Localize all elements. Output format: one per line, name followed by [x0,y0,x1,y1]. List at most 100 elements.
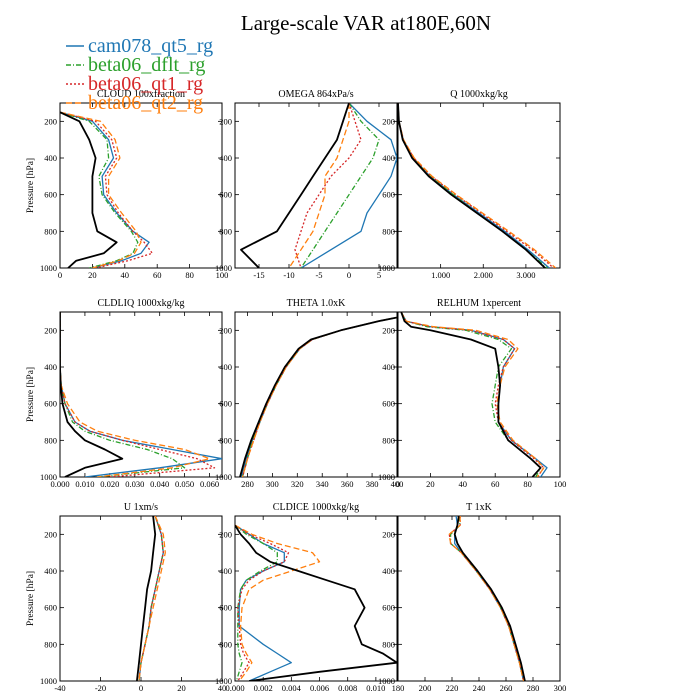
series-line-reference [400,312,542,477]
series-line-beta06_qt2_rg [288,103,350,268]
plot-frame [397,515,561,682]
series-line-cam078_qt5_rg [398,103,550,268]
x-tick-label: 0.010 [75,479,94,489]
y-tick-label: 1000 [378,472,395,482]
y-tick-label: 800 [219,435,232,445]
series-line-reference [235,524,397,681]
panel-title: RELHUM 1xpercent [437,298,521,309]
y-tick-label: 400 [219,566,232,576]
series-line-beta06_dflt_rg [60,312,186,477]
x-tick-label: 0.002 [254,683,273,693]
series-line-beta06_qt2_rg [60,312,211,477]
x-tick-label: 20 [177,683,186,693]
legend-label: beta06_dflt_rg [88,54,205,76]
y-tick-label: 400 [44,362,57,372]
x-tick-label: 80 [523,479,532,489]
y-tick-label: 1000 [40,263,57,273]
series-line-beta06_dflt_rg [60,111,139,268]
series-line-cam078_qt5_rg [300,103,397,268]
y-tick-label: 600 [382,603,395,613]
x-tick-label: 0.010 [366,683,385,693]
series-line-reference [239,316,397,477]
y-tick-label: 1000 [40,472,57,482]
x-tick-label: 100 [554,479,567,489]
x-tick-label: 3.000 [516,270,535,280]
series-line-cam078_qt5_rg [240,316,397,477]
series-line-beta06_qt1_rg [138,516,164,681]
y-axis-label: Pressure [hPa] [26,571,36,626]
x-tick-label: 400 [391,479,404,489]
x-tick-label: 0.000 [225,683,244,693]
legend-label: beta06_qt2_rg [88,92,203,114]
series-line-cam078_qt5_rg [235,524,292,681]
y-tick-label: 200 [44,116,57,126]
series-line-reference [136,516,157,681]
y-tick-label: 800 [44,639,57,649]
y-tick-label: 800 [219,226,232,236]
x-tick-label: 0.040 [150,479,169,489]
series-line-beta06_qt1_rg [60,111,153,268]
y-tick-label: 200 [44,529,57,539]
y-tick-label: 600 [44,603,57,613]
y-tick-label: 600 [219,603,232,613]
plot-frame [59,515,223,682]
series-line-beta06_qt1_rg [294,103,362,268]
x-tick-label: 280 [241,479,254,489]
series-line-cam078_qt5_rg [60,111,150,268]
x-tick-label: 1.000 [431,270,450,280]
chart-panel: CLDICE 1000xkg/kg 0.000 0.002 0.004 0.006 0.0… [215,502,398,693]
x-tick-label: 80 [185,270,194,280]
y-tick-label: 400 [44,566,57,576]
x-tick-label: 360 [341,479,354,489]
x-tick-label: 20 [426,479,435,489]
x-tick-label: 20 [88,270,97,280]
x-tick-label: 40 [218,683,227,693]
y-tick-label: 1000 [215,263,232,273]
y-tick-label: 1000 [215,676,232,686]
y-tick-label: 400 [382,566,395,576]
series-line-beta06_qt2_rg [448,516,525,681]
series-line-beta06_qt1_rg [60,312,216,477]
chart-panel: U 1xm/s -40 -20 0 20 40 200 400 600 800 1000 Pressu… [26,502,226,693]
x-tick-label: 0.050 [175,479,194,489]
series-line-beta06_dflt_rg [300,103,380,268]
x-tick-label: 0.060 [200,479,219,489]
x-tick-label: 380 [366,479,379,489]
series-line-beta06_qt2_rg [235,524,321,681]
y-tick-label: 200 [382,116,395,126]
series-line-reference [398,103,546,268]
series-line-beta06_qt2_rg [241,316,397,477]
x-tick-label: -10 [283,270,294,280]
y-tick-label: 600 [382,399,395,409]
y-tick-label: 600 [44,190,57,200]
x-tick-label: 200 [419,683,432,693]
y-tick-label: 800 [44,226,57,236]
plot-frame [59,102,223,269]
panel-title: T 1xK [466,502,492,513]
y-tick-label: 400 [382,153,395,163]
y-tick-label: 200 [219,529,232,539]
series-line-beta06_qt1_rg [241,316,397,477]
y-tick-label: 200 [44,325,57,335]
panel-title: CLDLIQ 1000xkg/kg [98,298,185,309]
plot-frame [234,102,398,269]
y-tick-label: 1000 [378,263,395,273]
x-tick-label: 0.000 [50,479,69,489]
x-tick-label: -5 [315,270,322,280]
chart-panel: OMEGA 864xPa/s -15 -10 -5 0 5 200 400 600 800 1000 [215,89,398,280]
chart-panel: CLDLIQ 1000xkg/kg 0.000 0.010 0.020 0.030 0.0… [26,298,223,489]
series-line-reference [60,111,118,268]
y-tick-label: 200 [382,325,395,335]
x-tick-label: 260 [500,683,513,693]
series-line-beta06_qt2_rg [400,312,545,477]
x-tick-label: 240 [473,683,486,693]
x-tick-label: 0.004 [282,683,302,693]
legend: cam078_qt5_rgbeta06_dflt_rgbeta06_qt1_rg… [66,35,213,114]
x-tick-label: 0 [58,270,62,280]
chart-panel: THETA 1.0xK 280 300 320 340 360 380 400 200 400 60… [215,298,403,489]
series-line-beta06_dflt_rg [235,524,278,681]
y-tick-label: 800 [382,639,395,649]
series-line-beta06_qt1_rg [448,516,525,681]
series-line-beta06_dflt_rg [400,312,542,477]
